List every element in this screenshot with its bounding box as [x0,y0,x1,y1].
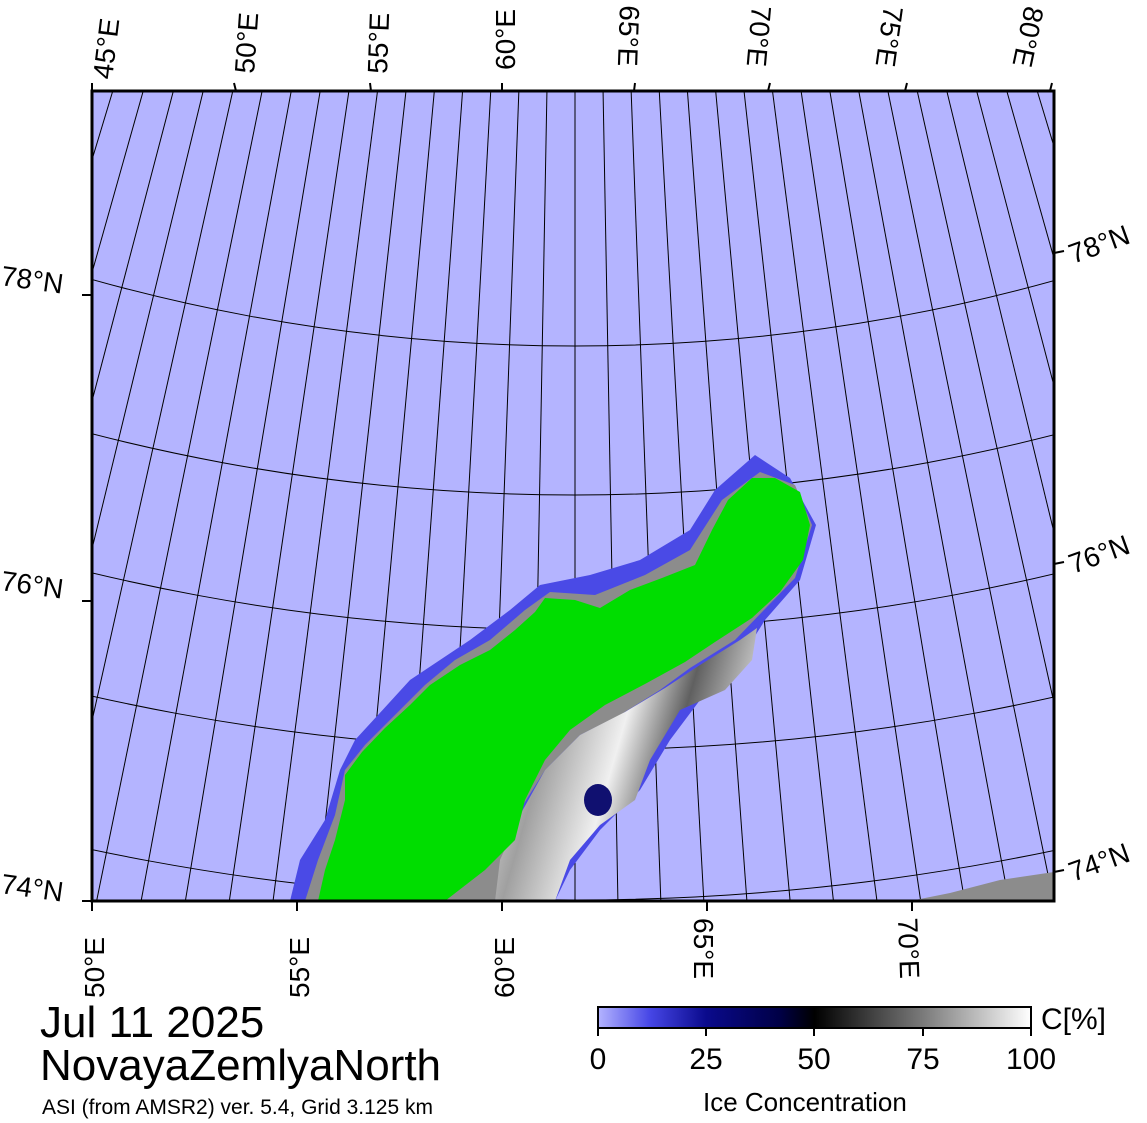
gray-corner-land [910,872,1054,901]
bottom-lon-label: 65°E [688,918,719,979]
meridian-line [887,91,1054,901]
left-lat-label: 76°N [0,565,65,604]
meridian-line [402,91,464,901]
map-date: Jul 11 2025 [40,998,265,1047]
bottom-lon-label: 60°E [489,937,520,998]
colorbar-tick-label: 0 [589,1043,607,1076]
right-lat-label: 76°N [1064,529,1133,580]
right-lat-label: 74°N [1064,837,1133,888]
meridian-line [488,91,520,901]
meridian-line [858,91,1010,901]
meridian-line [602,91,619,901]
meridian-line [272,91,379,901]
meridian-line [800,91,922,901]
bottom-lon-label: 55°E [284,937,315,998]
meridian-line [92,91,234,724]
top-lon-label: 75°E [870,4,909,69]
colorbar-tick-label: 100 [1005,1043,1057,1076]
meridian-line [976,91,1054,388]
meridian-line [445,91,492,901]
region-name: NovayaZemlyaNorth [40,1041,442,1090]
meridian-line [916,91,1054,706]
colorbar-title: Ice Concentration [703,1087,907,1117]
meridian-line [829,91,966,901]
colorbar-tick-label: 50 [797,1043,831,1076]
meridian-line [184,91,321,901]
meridian-line [531,91,548,901]
meridian-line [359,91,435,901]
dark-ice-patch [584,784,612,816]
meridian-line [140,91,292,901]
meridian-line [1006,91,1054,261]
left-lat-label: 78°N [0,260,65,299]
meridian-line [771,91,878,901]
colorbar [597,1006,1032,1029]
sea-ice [495,628,757,901]
meridian-line [96,91,263,901]
left-lat-label: 74°N [0,868,65,907]
top-lon-label: 80°E [1006,4,1049,70]
meridian-line [92,91,204,552]
land [318,478,810,901]
map-frame [90,89,1056,903]
parallel-line [0,0,1147,90]
top-lon-label: 50°E [229,11,264,74]
top-lon-label: 65°E [612,5,645,67]
meridian-line [316,91,407,901]
frame-ticks [82,82,1065,911]
top-lon-label: 60°E [490,9,521,70]
bottom-lon-label: 50°E [79,937,110,998]
colorbar-tick-label: 25 [689,1043,723,1076]
meridian-line [92,91,144,275]
top-lon-label: 55°E [362,12,395,74]
meridian-line [946,91,1054,535]
bottom-lon-label: 70°E [892,917,925,979]
colorbar-tick-label: 75 [906,1043,940,1076]
top-lon-label: 70°E [741,4,777,68]
meridian-line [92,91,174,404]
data-source: ASI (from AMSR2) ver. 5.4, Grid 3.125 km [42,1096,433,1119]
colorbar-ticks [597,1028,1032,1036]
meridian-line [228,91,350,901]
top-lon-label: 45°E [87,16,125,80]
colorbar-unit: C[%] [1041,1003,1107,1036]
right-lat-label: 78°N [1064,219,1133,270]
